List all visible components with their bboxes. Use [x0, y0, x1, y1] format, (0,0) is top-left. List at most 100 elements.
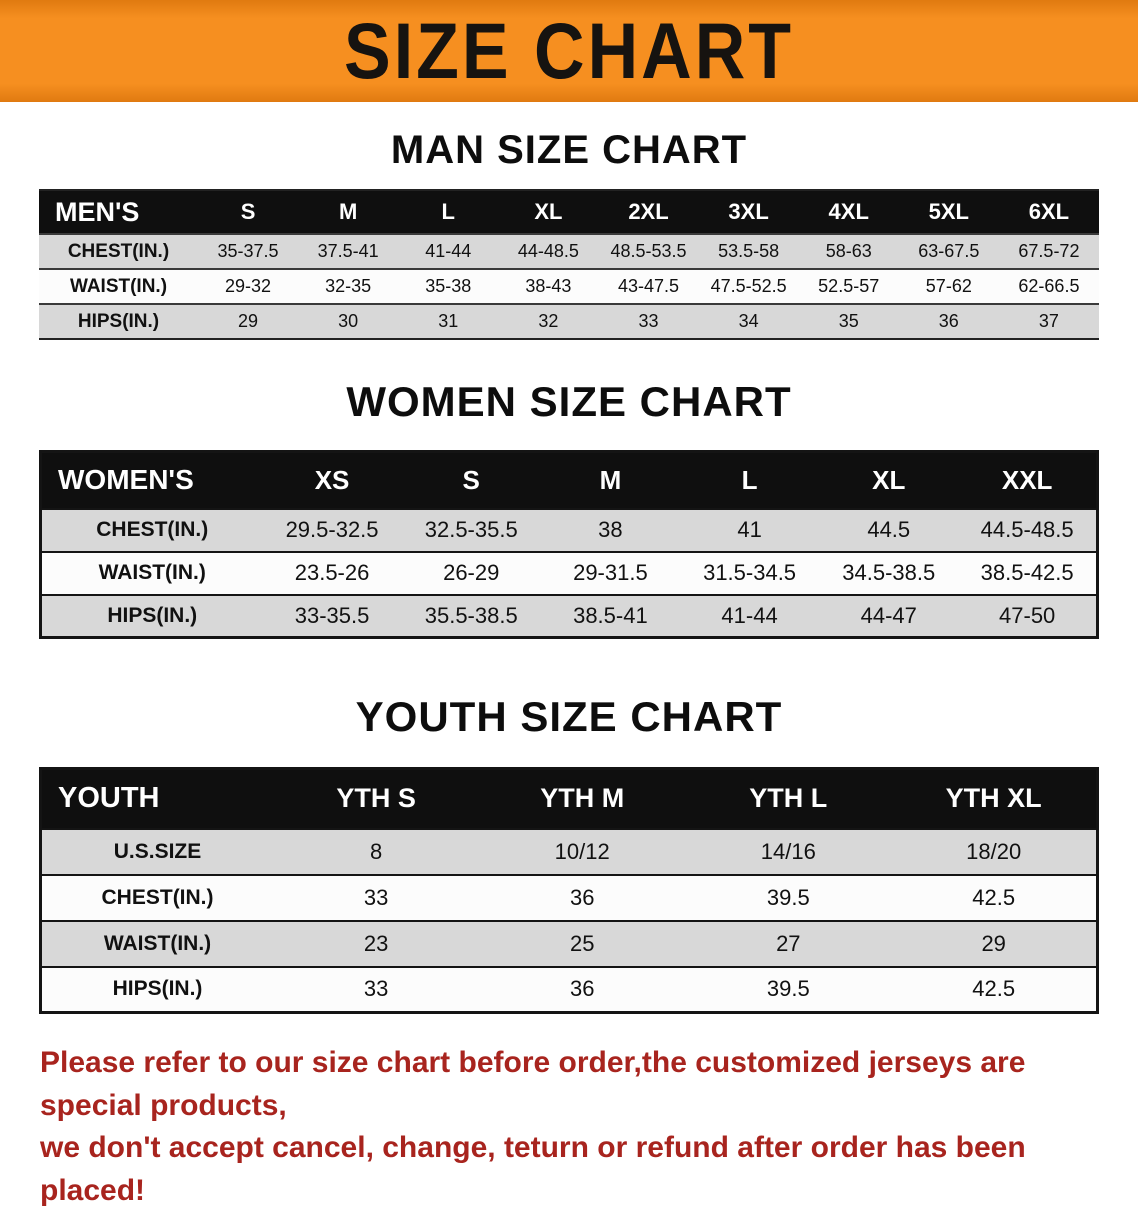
size-value-cell: 44.5 [867, 517, 911, 542]
size-value-cell: 57-62 [925, 276, 972, 296]
size-column-header: XS [262, 451, 402, 509]
size-value-cell: 41 [737, 517, 762, 542]
size-value-cell: 35 [838, 311, 859, 331]
size-column-header: YTH S [273, 768, 480, 829]
size-value-cell: 35-37.5 [217, 241, 279, 261]
size-value-cell: 8 [369, 838, 383, 864]
size-value-cell: 58-63 [825, 241, 872, 261]
size-value-cell: 38.5-42.5 [980, 560, 1074, 585]
size-column-header: L [398, 190, 499, 234]
size-column-header: S [401, 451, 541, 509]
size-value-cell: 29 [981, 930, 1006, 956]
size-value-cell: 62-66.5 [1018, 276, 1080, 296]
size-value-cell: 41-44 [425, 241, 472, 261]
size-value-cell: 41-44 [721, 602, 778, 628]
size-column-header: 5XL [898, 190, 999, 234]
size-value-cell: 36 [938, 311, 959, 331]
table-header-row: WOMEN'S XS S M L XL XXL [40, 451, 1098, 509]
row-label: CHEST(IN.) [67, 240, 170, 262]
size-value-cell: 63-67.5 [918, 241, 980, 261]
measurement-row: CHEST(IN.) 35-37.5 37.5-41 41-44 44-48.5 48.5… [39, 234, 1099, 269]
size-value-cell: 44-47 [860, 602, 917, 628]
size-value-cell: 25 [569, 930, 595, 956]
size-value-cell: 34 [738, 311, 759, 331]
row-label: HIPS(IN.) [77, 310, 160, 332]
size-column-header: 4XL [798, 190, 899, 234]
size-value-cell: 33 [638, 311, 659, 331]
size-column-header: YTH XL [891, 768, 1098, 829]
size-value-cell: 29-32 [225, 276, 272, 296]
size-value-cell: 33 [363, 884, 389, 910]
table-corner-label: WOMEN'S [40, 451, 263, 509]
row-label: HIPS(IN.) [107, 603, 198, 627]
size-value-cell: 35.5-38.5 [424, 602, 518, 628]
table-corner-label: YOUTH [40, 768, 274, 829]
size-value-cell: 29.5-32.5 [285, 517, 379, 542]
measurement-row: WAIST(IN.) 23.5-26 26-29 29-31.5 31.5-34.5 34… [40, 551, 1098, 595]
size-value-cell: 44.5-48.5 [980, 517, 1074, 542]
women-size-table: WOMEN'S XS S M L XL XXL CHEST(IN.) 29.5-32.5 32.5… [39, 450, 1099, 639]
size-value-cell: 27 [776, 930, 801, 956]
row-label: CHEST(IN.) [101, 885, 214, 909]
size-value-cell: 30 [338, 311, 359, 331]
size-value-cell: 37.5-41 [317, 241, 379, 261]
size-column-header: S [198, 190, 299, 234]
size-value-cell: 32.5-35.5 [424, 517, 518, 542]
size-value-cell: 48.5-53.5 [610, 241, 687, 261]
size-value-cell: 36 [569, 976, 595, 1002]
size-column-header: XXL [958, 451, 1098, 509]
size-column-header: YTH L [685, 768, 892, 829]
size-column-header: XL [498, 190, 599, 234]
men-size-table: MEN'S S M L XL 2XL 3XL 4XL 5XL 6XL CHEST(IN.) 35-37… [39, 189, 1099, 340]
men-size-section: MAN SIZE CHART MEN'S S M L XL 2XL 3XL 4XL 5XL 6XL… [0, 128, 1138, 340]
table-header-row: MEN'S S M L XL 2XL 3XL 4XL 5XL 6XL [39, 190, 1099, 234]
size-value-cell: 38-43 [525, 276, 572, 296]
size-value-cell: 10/12 [554, 838, 610, 864]
measurement-row: WAIST(IN.) 23 25 27 29 [40, 920, 1098, 967]
size-value-cell: 32 [538, 311, 559, 331]
measurement-row: U.S.SIZE 8 10/12 14/16 18/20 [40, 828, 1098, 875]
row-label: WAIST(IN.) [98, 561, 206, 584]
women-section-heading: WOMEN SIZE CHART [346, 378, 792, 425]
size-value-cell: 32-35 [325, 276, 372, 296]
title-banner: SIZE CHART [0, 0, 1138, 102]
measurement-row: WAIST(IN.) 29-32 32-35 35-38 38-43 43-47.5 47.… [39, 269, 1099, 304]
measurement-row: HIPS(IN.) 33 36 39.5 42.5 [40, 966, 1098, 1013]
size-value-cell: 14/16 [760, 838, 816, 864]
size-value-cell: 47-50 [999, 602, 1056, 628]
size-value-cell: 39.5 [766, 976, 810, 1002]
size-value-cell: 26-29 [443, 560, 500, 585]
youth-size-section: YOUTH SIZE CHART YOUTH YTH S YTH M YTH L YTH… [0, 693, 1138, 1014]
size-value-cell: 29 [238, 311, 259, 331]
row-label: HIPS(IN.) [112, 977, 203, 1001]
size-value-cell: 29-31.5 [573, 560, 648, 585]
table-header-row: YOUTH YTH S YTH M YTH L YTH XL [40, 768, 1098, 829]
size-value-cell: 39.5 [766, 884, 810, 910]
size-column-header: 6XL [998, 190, 1099, 234]
youth-size-table: YOUTH YTH S YTH M YTH L YTH XL U.S.SIZE 8 10/12… [39, 767, 1099, 1014]
disclaimer-text: Please refer to our size chart before or… [40, 1042, 1100, 1212]
disclaimer-line-1: Please refer to our size chart before or… [40, 1046, 1026, 1122]
size-value-cell: 31.5-34.5 [703, 560, 797, 585]
size-column-header: M [298, 190, 399, 234]
row-label: WAIST(IN.) [103, 931, 212, 955]
women-size-section: WOMEN SIZE CHART WOMEN'S XS S M L XL XXL CHEST(… [0, 378, 1138, 639]
table-corner-label: MEN'S [39, 190, 198, 234]
size-value-cell: 67.5-72 [1018, 241, 1080, 261]
row-label: WAIST(IN.) [69, 275, 168, 297]
measurement-row: HIPS(IN.) 29 30 31 32 33 34 35 36 37 [39, 304, 1099, 339]
page-title: SIZE CHART [344, 7, 794, 95]
size-column-header: M [540, 451, 680, 509]
size-value-cell: 36 [569, 884, 595, 910]
size-value-cell: 23 [363, 930, 389, 956]
measurement-row: HIPS(IN.) 33-35.5 35.5-38.5 38.5-41 41-44 44-… [40, 594, 1098, 638]
size-value-cell: 38.5-41 [573, 602, 648, 628]
measurement-row: CHEST(IN.) 33 36 39.5 42.5 [40, 874, 1098, 921]
size-column-header: 2XL [598, 190, 699, 234]
men-section-heading: MAN SIZE CHART [390, 128, 748, 172]
size-value-cell: 47.5-52.5 [710, 276, 787, 296]
size-value-cell: 52.5-57 [818, 276, 880, 296]
size-value-cell: 43-47.5 [617, 276, 680, 296]
size-value-cell: 31 [438, 311, 459, 331]
